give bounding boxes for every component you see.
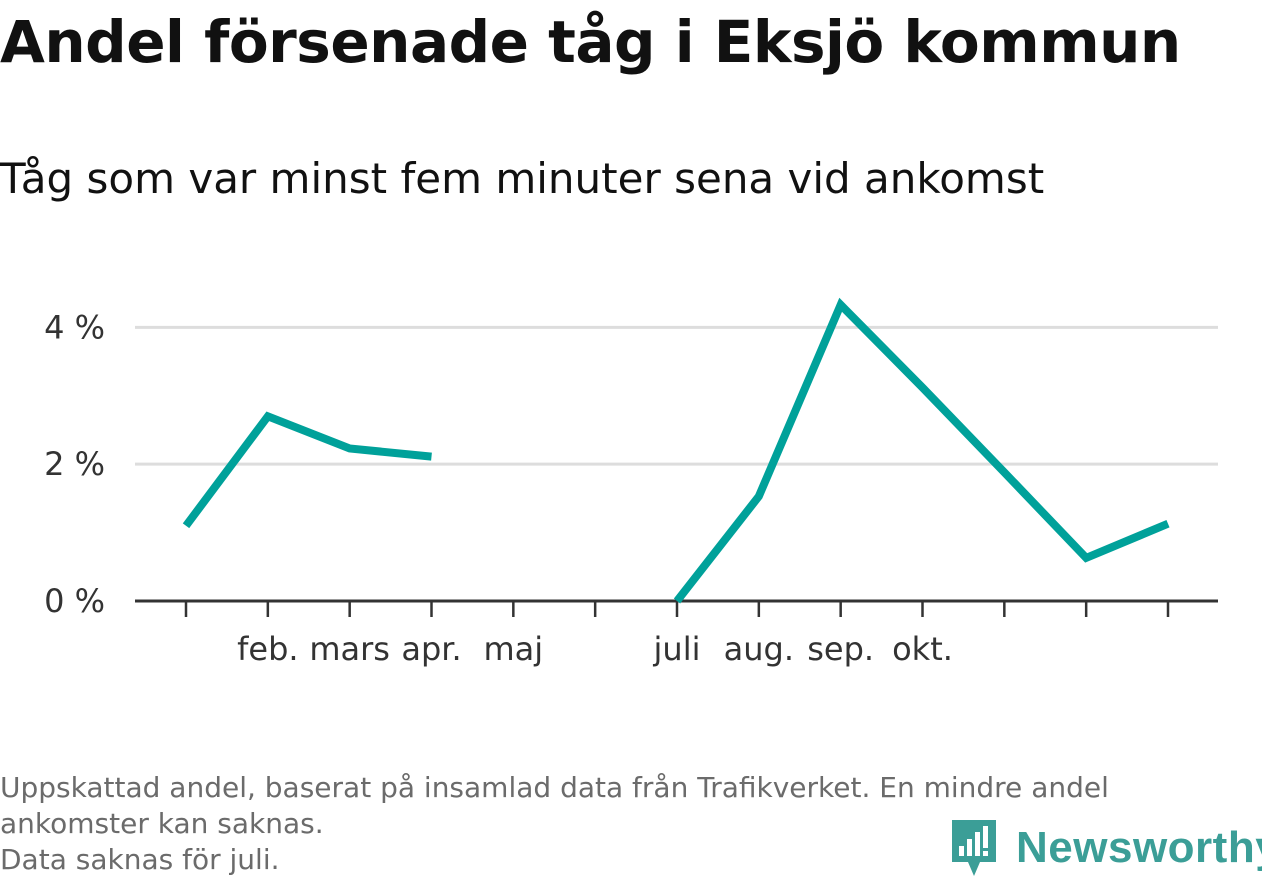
x-tick-label: sep. [807, 630, 874, 668]
footer-notes: Uppskattad andel, baserat på insamlad da… [0, 770, 1250, 878]
chart-subtitle: Tåg som var minst fem minuter sena vid a… [0, 154, 1045, 203]
footer-note-missing: Data saknas för juli. [0, 843, 280, 876]
newsworthy-logo-icon [952, 820, 996, 876]
x-tick-label: juli [653, 630, 701, 668]
series-lines [182, 297, 1170, 604]
x-tick-label: apr. [401, 630, 461, 668]
series-line-segment [673, 297, 1170, 604]
x-tick-label: feb. [237, 630, 298, 668]
y-tick-label-2: 2 % [44, 445, 105, 483]
x-tick-label: aug. [724, 630, 794, 668]
brand-name: Newsworthy [1016, 823, 1262, 872]
chart-title: Andel försenade tåg i Eksjö kommun [0, 8, 1181, 76]
series-line-segment [182, 411, 432, 529]
x-tick-label: okt. [892, 630, 953, 668]
x-axis-labels: feb. mars apr. maj juli aug. sep. okt. [237, 630, 953, 668]
footer-note-source: Uppskattad andel, baserat på insamlad da… [0, 771, 1109, 840]
y-tick-label-4: 4 % [44, 308, 105, 346]
x-axis [135, 599, 1218, 617]
gridlines [135, 325, 1218, 466]
x-tick-label: mars [309, 630, 390, 668]
y-axis-labels: 0 % 2 % 4 % [44, 308, 105, 620]
brand: Newsworthy [950, 818, 1262, 878]
x-tick-label: maj [483, 630, 543, 668]
y-tick-label-0: 0 % [44, 582, 105, 620]
